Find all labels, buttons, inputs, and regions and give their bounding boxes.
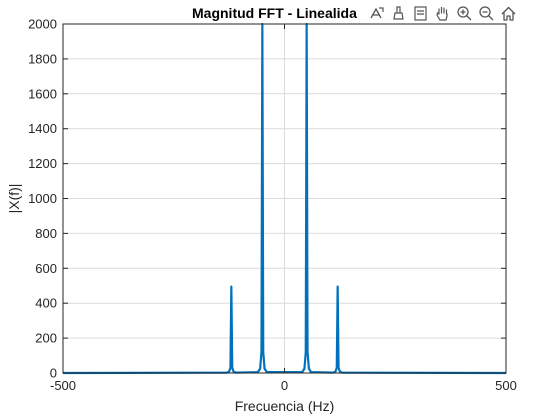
x-tick-label: -500 <box>50 378 76 393</box>
y-tick-label: 1400 <box>28 121 57 136</box>
brush-button[interactable] <box>388 3 408 23</box>
y-tick-label: 1200 <box>28 156 57 171</box>
x-axis-label: Frecuencia (Hz) <box>235 398 335 414</box>
export-button[interactable] <box>366 3 386 23</box>
zoom-out-button[interactable] <box>476 3 496 23</box>
home-button[interactable] <box>498 3 518 23</box>
pan-button[interactable] <box>432 3 452 23</box>
y-tick-label: 600 <box>35 261 57 276</box>
brush-icon <box>392 5 404 20</box>
y-tick-label: 1800 <box>28 51 57 66</box>
y-tick-label: 1600 <box>28 86 57 101</box>
y-tick-label: 1000 <box>28 191 57 206</box>
y-tick-label: 2000 <box>28 17 57 32</box>
zoom-out-icon <box>478 5 493 20</box>
y-tick-label: 200 <box>35 331 57 346</box>
y-tick-label: 400 <box>35 296 57 311</box>
y-tick-labels: 0 200 400 600 800 1000 1200 1400 1600 1800 2000 <box>28 17 506 381</box>
y-axis-label: |X(f)| <box>6 184 22 214</box>
pan-hand-icon <box>435 6 448 21</box>
zoom-in-button[interactable] <box>454 3 474 23</box>
grid-lines <box>62 23 507 374</box>
y-tick-label: 0 <box>50 366 57 381</box>
chart-title: Magnitud FFT - Linealida <box>192 5 357 21</box>
x-tick-label: 500 <box>495 378 517 393</box>
x-tick-labels: -500 0 500 <box>50 24 517 393</box>
x-tick-label: 0 <box>281 378 288 393</box>
zoom-in-icon <box>456 5 471 20</box>
export-icon <box>369 6 384 18</box>
y-tick-label: 800 <box>35 226 57 241</box>
datatip-icon <box>413 5 427 21</box>
datatip-button[interactable] <box>410 3 430 23</box>
home-icon <box>501 6 515 21</box>
axes-toolbar <box>366 3 518 23</box>
